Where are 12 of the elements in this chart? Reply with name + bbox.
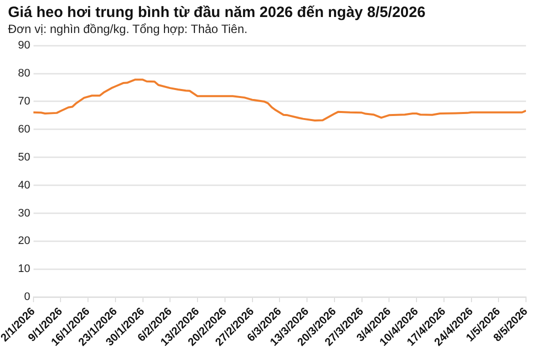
y-tick-label: 20 [18, 235, 30, 248]
y-tick-label: 50 [18, 151, 30, 164]
y-tick-label: 40 [18, 179, 30, 192]
y-tick-label: 0 [24, 291, 30, 304]
y-tick-label: 70 [18, 96, 30, 108]
y-tick-label: 60 [18, 123, 30, 136]
y-tick-label: 30 [18, 207, 30, 220]
chart-subtitle: Đơn vị: nghìn đồng/kg. Tổng hợp: Thảo Tiên. [8, 22, 248, 36]
chart-title: Giá heo hơi trung bình từ đầu năm 2026 đến ngày 8/5/2026 [8, 4, 426, 21]
y-tick-label: 80 [18, 68, 30, 80]
y-tick-label: 90 [18, 40, 30, 52]
y-tick-label: 10 [18, 263, 30, 276]
